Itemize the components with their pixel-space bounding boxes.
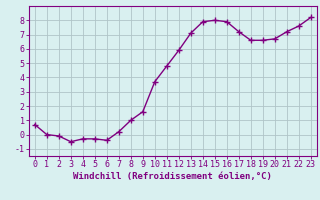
X-axis label: Windchill (Refroidissement éolien,°C): Windchill (Refroidissement éolien,°C) bbox=[73, 172, 272, 181]
